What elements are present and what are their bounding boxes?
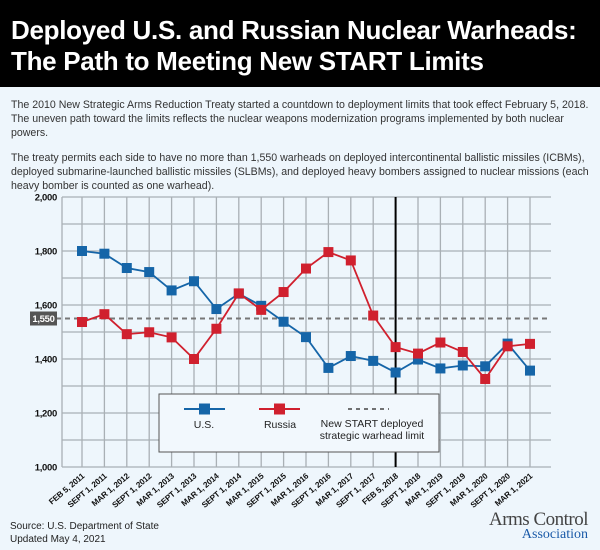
legend-limit-label-line2: strategic warhead limit (320, 430, 425, 442)
data-point-us (211, 304, 222, 315)
series-group (77, 246, 535, 384)
data-point-russia (278, 287, 289, 298)
page-title: Deployed U.S. and Russian Nuclear Warhea… (11, 15, 577, 77)
data-point-russia (525, 338, 535, 349)
data-point-us (189, 276, 199, 287)
data-point-russia (345, 255, 356, 266)
line-chart: 1,000 1,200 1,400 1,600 1,800 2,000 FEB 5, 20… (30, 193, 551, 510)
y-tick-label: 2,000 (35, 193, 57, 204)
legend-russia-marker (274, 403, 285, 415)
data-point-us (99, 248, 110, 259)
data-point-us (435, 363, 446, 374)
legend-russia-label: Russia (264, 419, 296, 431)
data-point-us (390, 367, 401, 378)
legend: U.S. Russia New START deployed strategic… (158, 393, 440, 453)
source-note: Source: U.S. Department of State Updated… (10, 520, 159, 546)
intro-text: The 2010 New Strategic Arms Reduction Tr… (11, 98, 596, 204)
y-tick-label: 1,200 (35, 409, 57, 420)
logo-line-2: Association (521, 527, 588, 542)
data-point-us (413, 354, 423, 365)
limit-label: 1,550 (32, 314, 54, 325)
data-point-us (301, 332, 311, 343)
title-line-1: Deployed U.S. and Russian Nuclear Warhea… (11, 15, 577, 45)
data-point-us (525, 365, 535, 376)
header-banner: Deployed U.S. and Russian Nuclear Warhea… (0, 0, 600, 87)
data-point-us (368, 355, 379, 366)
series-russia (77, 247, 535, 384)
data-point-russia (368, 310, 379, 321)
arms-control-association-logo: Arms Control Association (488, 509, 589, 542)
data-point-us (457, 360, 468, 371)
series-us (77, 246, 535, 378)
data-point-russia (413, 348, 423, 359)
data-point-russia (435, 337, 446, 348)
data-point-russia (99, 309, 110, 320)
data-point-russia (144, 327, 155, 338)
y-tick-label: 1,800 (35, 247, 57, 258)
updated-text: Updated May 4, 2021 (10, 534, 106, 545)
data-point-russia (323, 247, 334, 258)
data-point-russia (233, 288, 244, 299)
data-point-us (166, 285, 177, 296)
data-point-russia (189, 354, 199, 364)
logo-line-1: Arms Control (488, 509, 589, 530)
data-point-russia (457, 346, 468, 357)
intro-paragraph-2: The treaty permits each side to have no … (11, 152, 589, 192)
data-point-russia (301, 263, 311, 274)
data-point-russia (211, 323, 222, 334)
data-point-russia (256, 304, 267, 315)
data-point-russia (166, 332, 177, 343)
data-point-us (144, 267, 155, 278)
y-tick-label: 1,600 (35, 301, 57, 312)
legend-us-label: U.S. (194, 419, 214, 431)
legend-limit-label-line1: New START deployed (321, 418, 424, 430)
title-line-2: The Path to Meeting New START Limits (11, 46, 484, 76)
intro-paragraph-1: The 2010 New Strategic Arms Reduction Tr… (11, 99, 589, 139)
data-point-us (345, 351, 356, 362)
data-point-us (121, 263, 132, 274)
legend-us-marker (199, 403, 210, 415)
y-tick-label: 1,000 (35, 463, 57, 474)
y-tick-label: 1,400 (35, 355, 57, 366)
data-point-russia (502, 341, 513, 352)
data-point-russia (390, 342, 401, 353)
data-point-russia (121, 329, 132, 340)
limit-label-box (30, 311, 57, 326)
y-axis-ticks: 1,000 1,200 1,400 1,600 1,800 2,000 (35, 193, 58, 474)
data-point-us (480, 361, 491, 372)
data-point-us (323, 362, 334, 373)
source-text: Source: U.S. Department of State (10, 521, 159, 532)
data-point-russia (77, 317, 87, 328)
data-point-russia (480, 373, 491, 384)
data-point-us (77, 246, 87, 256)
data-point-us (278, 316, 289, 327)
